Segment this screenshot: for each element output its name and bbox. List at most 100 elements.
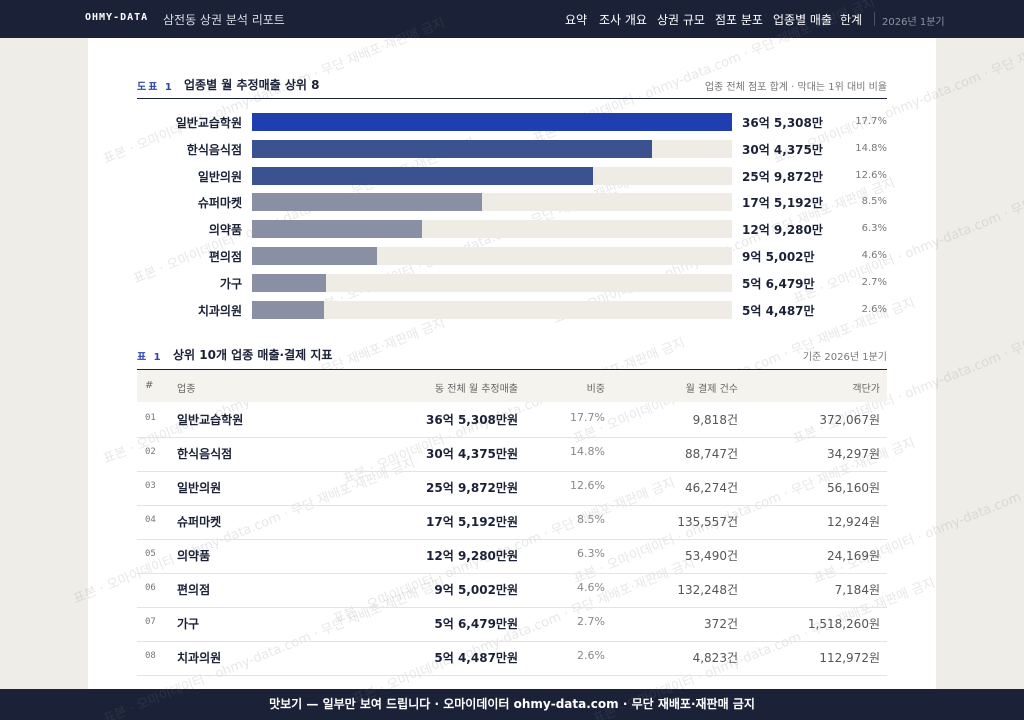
period: 2026년 1분기: [882, 17, 945, 28]
bar-value-label: 9억 5,002만: [742, 250, 815, 264]
table-cell: 07: [145, 617, 156, 627]
table-rule: [137, 369, 887, 370]
bar-track: [252, 273, 732, 292]
table-cell: 12,924원: [826, 515, 880, 529]
row-divider: [137, 437, 887, 438]
table-cell: 135,557건: [677, 515, 738, 529]
table-cell: 5억 6,479만원: [434, 617, 518, 631]
bar-label: 의약품: [208, 223, 242, 238]
bar-label: 가구: [219, 276, 242, 291]
table-cell: 8.5%: [577, 513, 605, 526]
chart-note: 업종 전체 점포 합계 · 막대는 1위 대비 비율: [704, 82, 887, 93]
table-cell: 14.8%: [570, 445, 605, 458]
bar-value-label: 12억 9,280만: [742, 223, 823, 238]
bar: [252, 113, 732, 131]
table-cell: 편의점: [177, 583, 211, 597]
table-cell: 2.7%: [577, 615, 605, 628]
table-cell: 일반의원: [177, 481, 222, 495]
table-note: 기준 2026년 1분기: [802, 352, 887, 363]
bar-label: 치과의원: [197, 303, 242, 318]
table-header-cell: 월 결제 건수: [685, 384, 738, 395]
table-cell: 06: [145, 583, 156, 593]
report-name: 삼전동 상권 분석 리포트: [163, 13, 285, 27]
table-label: 표 1: [137, 352, 163, 363]
chart-label: 도표 1: [137, 82, 174, 93]
bar: [252, 193, 483, 212]
table-cell: 17.7%: [570, 411, 605, 424]
table-cell: 치과의원: [177, 651, 222, 665]
table-cell: 4,823건: [692, 651, 738, 665]
bar-value-label: 5억 4,487만: [742, 303, 815, 318]
chart-rule: [137, 98, 887, 99]
bar-label: 일반의원: [197, 169, 242, 184]
row-divider: [137, 675, 887, 676]
bar-share-label: 14.8%: [855, 142, 887, 154]
table-cell: 6.3%: [577, 547, 605, 560]
table-cell: 슈퍼마켓: [177, 515, 222, 529]
nav-divider: [874, 12, 875, 26]
table-cell: 04: [145, 515, 156, 525]
nav-link[interactable]: 업종별 매출: [773, 13, 833, 27]
bar-value-label: 25억 9,872만: [742, 169, 823, 184]
table-cell: 34,297원: [826, 447, 880, 461]
bar-track: [252, 300, 732, 319]
table-header-cell: 비중: [586, 384, 605, 395]
bar-value-label: 17억 5,192만: [742, 196, 823, 211]
bar-label: 편의점: [208, 250, 242, 264]
table-cell: 08: [145, 651, 156, 661]
bar-share-label: 12.6%: [855, 169, 887, 181]
table-cell: 46,274건: [684, 481, 738, 495]
table-cell: 9억 5,002만원: [434, 583, 518, 597]
bar-share-label: 2.7%: [861, 276, 887, 288]
bar: [252, 166, 594, 185]
bar: [252, 273, 327, 292]
table-cell: 132,248건: [677, 583, 738, 597]
table-cell: 112,972원: [819, 651, 880, 665]
row-divider: [137, 607, 887, 608]
table-cell: 372,067원: [819, 413, 880, 427]
table-cell: 02: [145, 447, 156, 457]
bar: [252, 247, 377, 265]
nav-link[interactable]: 상권 규모: [657, 13, 705, 27]
row-divider: [137, 573, 887, 574]
row-divider: [137, 505, 887, 506]
table-cell: 25억 9,872만원: [426, 481, 518, 495]
bar-label: 일반교습학원: [175, 116, 242, 130]
table-cell: 7,184원: [834, 583, 880, 597]
bar: [252, 300, 324, 319]
row-divider: [137, 641, 887, 642]
table-cell: 한식음식점: [177, 447, 233, 461]
bar: [252, 220, 422, 239]
bar-value-label: 5억 6,479만: [742, 276, 815, 291]
table-cell: 372건: [704, 617, 738, 631]
table-cell: 03: [145, 481, 156, 491]
table-cell: 의약품: [177, 549, 211, 563]
brand[interactable]: OHMY-DATA: [85, 12, 149, 23]
table-cell: 가구: [177, 617, 200, 631]
table-cell: 01: [145, 413, 156, 423]
bar-share-label: 2.6%: [861, 303, 887, 315]
row-divider: [137, 539, 887, 540]
bar-label: 한식음식점: [186, 142, 242, 157]
bar-value-label: 30억 4,375만: [742, 142, 823, 157]
table-cell: 5억 4,487만원: [434, 651, 518, 665]
table-header-cell: #: [145, 380, 154, 391]
nav-link[interactable]: 점포 분포: [715, 13, 763, 27]
nav-link[interactable]: 조사 개요: [599, 13, 647, 27]
top-nav: OHMY-DATA 삼전동 상권 분석 리포트 요약 조사 개요 상권 규모 점포 분포 업…: [0, 0, 1024, 38]
table-cell: 05: [145, 549, 156, 559]
table-header-cell: 업종: [177, 384, 196, 395]
table-cell: 56,160원: [826, 481, 880, 495]
chart-title: 업종별 월 추정매출 상위 8: [184, 78, 320, 92]
bar-share-label: 4.6%: [861, 250, 887, 261]
nav-link[interactable]: 요약: [565, 13, 588, 27]
bar-share-label: 8.5%: [861, 196, 887, 208]
footer-banner: 맛보기 — 일부만 보여 드립니다 · 오마이데이터 ohmy-data.com…: [0, 689, 1024, 720]
table-cell: 12.6%: [570, 479, 605, 492]
table-cell: 4.6%: [577, 581, 605, 594]
table-cell: 일반교습학원: [177, 413, 244, 427]
bar-share-label: 17.7%: [855, 116, 887, 127]
nav-link[interactable]: 한계: [840, 13, 863, 27]
table-cell: 53,490건: [684, 549, 738, 563]
